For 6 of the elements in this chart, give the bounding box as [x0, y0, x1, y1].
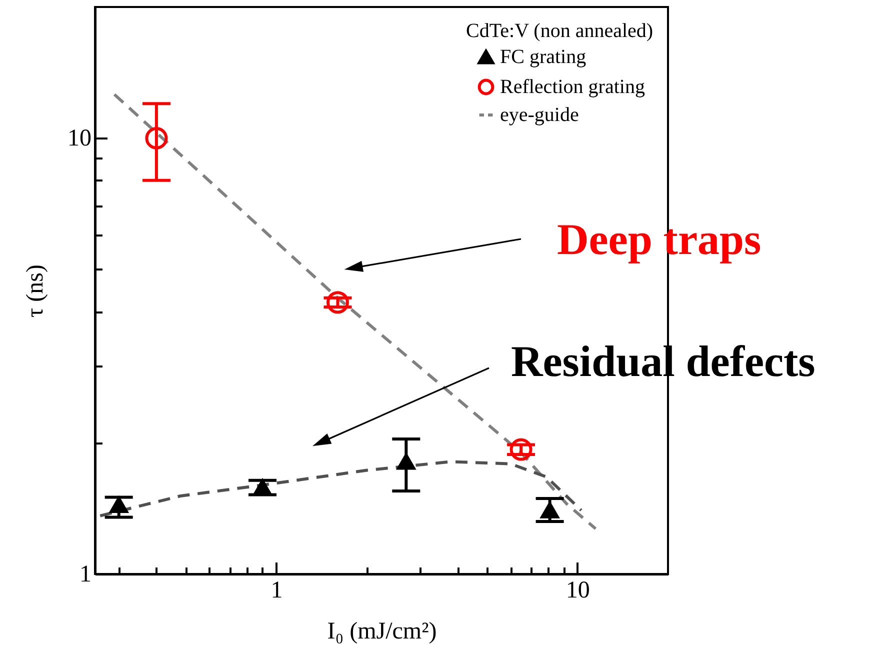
y-axis-title: τ (ns): [22, 264, 48, 318]
legend-label: eye-guide: [500, 104, 579, 126]
legend-label: Reflection grating: [500, 76, 645, 98]
legend-label: FC grating: [500, 46, 586, 68]
legend-title: CdTe:V (non annealed): [466, 20, 654, 42]
x-axis-title: I₀ (mJ/cm²): [327, 618, 437, 644]
